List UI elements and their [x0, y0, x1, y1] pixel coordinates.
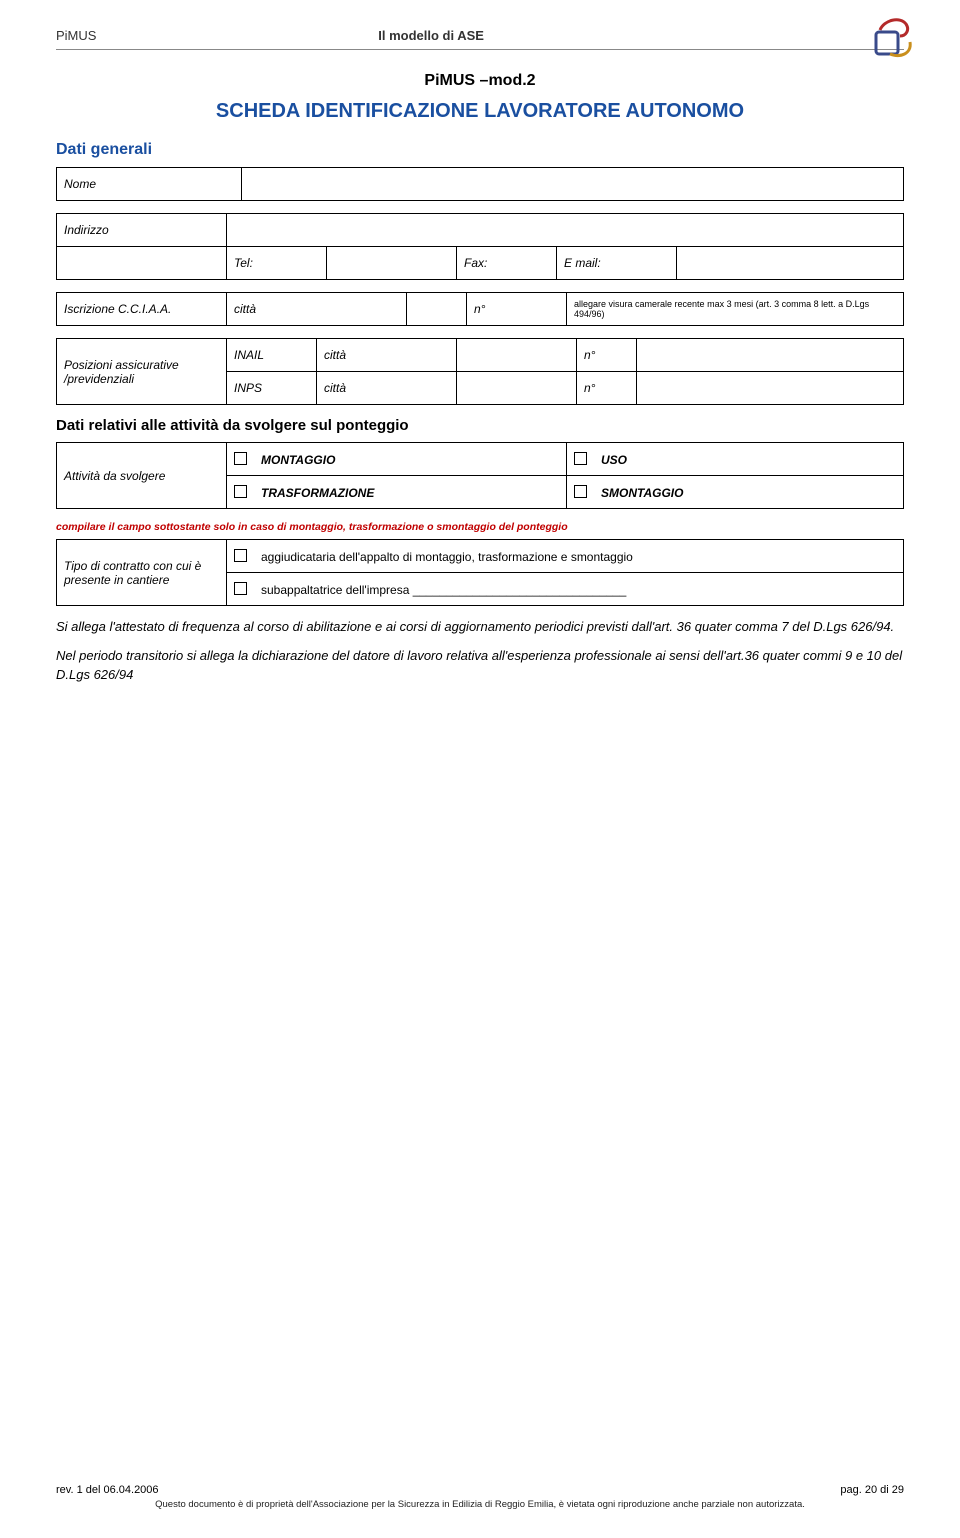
header-left: PiMUS — [56, 28, 378, 43]
label-inail: INAIL — [227, 339, 317, 372]
input-indirizzo[interactable] — [227, 214, 904, 247]
paragraph-1: Si allega l'attestato di frequenza al co… — [56, 618, 904, 637]
section-dati-generali: Dati generali — [56, 141, 904, 159]
paragraph-2: Nel periodo transitorio si allega la dic… — [56, 647, 904, 685]
label-inps: INPS — [227, 372, 317, 405]
section-dati-relativi: Dati relativi alle attività da svolgere … — [56, 417, 904, 434]
label-nome: Nome — [57, 168, 242, 201]
input-n-inail[interactable] — [637, 339, 904, 372]
input-citta-inps[interactable] — [457, 372, 577, 405]
label-citta-inail: città — [317, 339, 457, 372]
header-divider — [56, 49, 904, 50]
label-indirizzo: Indirizzo — [57, 214, 227, 247]
input-email[interactable] — [677, 247, 904, 280]
label-n-iscr: n° — [467, 293, 567, 326]
label-tel: Tel: — [227, 247, 327, 280]
footer-rights: Questo documento è di proprietà dell'Ass… — [56, 1499, 904, 1510]
table-nome: Nome — [56, 167, 904, 201]
page: PiMUS Il modello di ASE PiMUS –mod.2 SCH… — [0, 0, 960, 1538]
footer-page: pag. 20 di 29 — [840, 1484, 904, 1496]
label-subappaltatrice: subappaltatrice dell'impresa ___________… — [261, 583, 626, 597]
label-n-inail: n° — [577, 339, 637, 372]
label-citta-inps: città — [317, 372, 457, 405]
page-header: PiMUS Il modello di ASE — [56, 28, 904, 43]
table-contratto: Tipo di contratto con cui è presente in … — [56, 539, 904, 606]
checkbox-smontaggio[interactable]: SMONTAGGIO — [567, 476, 904, 509]
table-posizioni: Posizioni assicurative /previdenziali IN… — [56, 338, 904, 405]
table-indirizzo: Indirizzo Tel: Fax: E mail: — [56, 213, 904, 280]
label-fax: Fax: — [457, 247, 557, 280]
label-smontaggio: SMONTAGGIO — [601, 486, 683, 500]
input-nome[interactable] — [242, 168, 904, 201]
label-uso: USO — [601, 453, 627, 467]
label-citta-iscr: città — [227, 293, 407, 326]
page-footer: rev. 1 del 06.04.2006 pag. 20 di 29 Ques… — [56, 1484, 904, 1510]
input-n-inps[interactable] — [637, 372, 904, 405]
table-iscrizione: Iscrizione C.C.I.A.A. città n° allegare … — [56, 292, 904, 326]
note-camerale: allegare visura camerale recente max 3 m… — [567, 293, 904, 326]
label-montaggio: MONTAGGIO — [261, 453, 335, 467]
doc-code: PiMUS –mod.2 — [56, 72, 904, 90]
header-center: Il modello di ASE — [378, 28, 683, 43]
checkbox-montaggio[interactable]: MONTAGGIO — [227, 443, 567, 476]
input-citta-inail[interactable] — [457, 339, 577, 372]
label-posizioni: Posizioni assicurative /previdenziali — [57, 339, 227, 405]
label-aggiudicataria: aggiudicataria dell'appalto di montaggio… — [261, 550, 633, 564]
input-citta-iscr[interactable] — [407, 293, 467, 326]
label-iscrizione: Iscrizione C.C.I.A.A. — [57, 293, 227, 326]
label-n-inps: n° — [577, 372, 637, 405]
input-tel[interactable] — [327, 247, 457, 280]
logo-icon — [870, 14, 916, 60]
label-attivita: Attività da svolgere — [57, 443, 227, 509]
label-trasformazione: TRASFORMAZIONE — [261, 486, 374, 500]
label-tipo-contratto: Tipo di contratto con cui è presente in … — [57, 540, 227, 606]
checkbox-trasformazione[interactable]: TRASFORMAZIONE — [227, 476, 567, 509]
checkbox-uso[interactable]: USO — [567, 443, 904, 476]
red-note: compilare il campo sottostante solo in c… — [56, 521, 904, 533]
label-email: E mail: — [557, 247, 677, 280]
table-attivita: Attività da svolgere MONTAGGIO USO TRASF… — [56, 442, 904, 509]
checkbox-subappaltatrice[interactable]: subappaltatrice dell'impresa ___________… — [227, 573, 904, 606]
footer-rev: rev. 1 del 06.04.2006 — [56, 1484, 159, 1496]
cell-blank-1 — [57, 247, 227, 280]
doc-title: SCHEDA IDENTIFICAZIONE LAVORATORE AUTONO… — [56, 100, 904, 123]
checkbox-aggiudicataria[interactable]: aggiudicataria dell'appalto di montaggio… — [227, 540, 904, 573]
